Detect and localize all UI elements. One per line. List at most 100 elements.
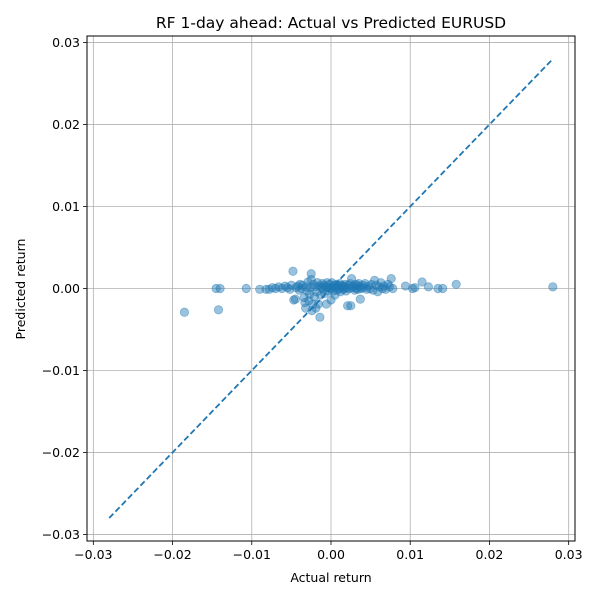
data-point [330, 290, 340, 300]
data-point [407, 283, 418, 294]
data-point [368, 285, 378, 295]
x-tick-label: 0.01 [396, 547, 424, 562]
y-tick-label: −0.03 [42, 527, 80, 542]
data-point [350, 285, 360, 295]
data-point [264, 284, 274, 294]
data-point [363, 281, 373, 291]
data-point [410, 283, 420, 293]
data-point [285, 284, 295, 294]
data-point [303, 277, 313, 287]
grid-lines [87, 36, 575, 541]
data-point [286, 280, 296, 290]
chart-title: RF 1-day ahead: Actual vs Predicted EURU… [156, 14, 506, 32]
data-point [320, 288, 330, 299]
data-point [291, 283, 301, 293]
data-point [306, 269, 316, 279]
data-point [355, 294, 365, 304]
data-point [310, 282, 320, 292]
data-point [344, 283, 354, 294]
reference-line-group [108, 58, 554, 519]
x-tick-label: 0.00 [317, 547, 345, 562]
data-point [346, 274, 357, 284]
data-point [325, 283, 335, 294]
data-point [335, 278, 345, 289]
data-point [327, 282, 338, 292]
data-point [308, 279, 319, 290]
data-point [438, 283, 448, 294]
data-point [317, 278, 327, 289]
data-point [274, 282, 284, 292]
data-point [280, 281, 290, 291]
data-point [331, 279, 342, 290]
data-point [314, 281, 324, 291]
data-point [433, 283, 443, 294]
data-point [300, 297, 310, 308]
data-point [324, 286, 334, 296]
data-point [215, 283, 225, 294]
data-point [328, 286, 338, 296]
data-point [255, 284, 265, 294]
data-point [451, 279, 461, 290]
data-point [293, 281, 303, 291]
y-tick-label: 0.00 [52, 281, 80, 296]
data-point [304, 296, 314, 306]
y-tick-label: −0.02 [42, 445, 80, 460]
data-points [179, 266, 558, 322]
data-point [350, 279, 361, 290]
data-point [312, 287, 322, 297]
data-point [358, 280, 368, 290]
data-point [305, 289, 315, 299]
data-point [332, 285, 342, 295]
data-point [354, 278, 364, 289]
data-point [346, 301, 356, 311]
data-point [548, 282, 558, 292]
x-axis-label: Actual return [290, 570, 371, 585]
data-point [383, 279, 393, 290]
data-point [369, 275, 380, 285]
data-point [417, 277, 427, 287]
y-axis-ticks: −0.03 −0.02 −0.01 0.00 0.01 0.02 0.03 [42, 35, 87, 542]
data-point [261, 284, 271, 294]
data-point [347, 283, 357, 293]
data-point [301, 282, 312, 292]
data-point [337, 280, 347, 290]
data-point [277, 283, 287, 294]
y-tick-label: 0.02 [52, 117, 80, 132]
data-point [352, 280, 362, 290]
data-point [377, 283, 388, 294]
data-point [312, 278, 323, 288]
data-point [316, 290, 326, 300]
data-point [374, 282, 384, 292]
data-point [351, 283, 361, 294]
data-point [289, 295, 299, 305]
data-point [366, 279, 377, 290]
data-point [400, 281, 411, 291]
data-point [423, 282, 434, 292]
x-tick-label: −0.01 [233, 547, 271, 562]
data-point [320, 282, 331, 292]
data-point [385, 282, 395, 292]
data-point [299, 292, 309, 303]
data-point [339, 281, 349, 291]
data-point [322, 278, 332, 288]
data-point [301, 303, 311, 313]
data-point [381, 284, 391, 294]
data-point [362, 284, 372, 294]
data-point [354, 282, 365, 292]
data-point [309, 292, 319, 302]
data-point [365, 283, 375, 294]
y-axis-label: Predicted return [13, 239, 28, 340]
data-point [315, 312, 325, 322]
data-point [348, 281, 358, 291]
x-axis-ticks: −0.03 −0.02 −0.01 0.00 0.01 0.02 0.03 [74, 541, 583, 562]
data-point [376, 278, 386, 288]
data-point [341, 286, 351, 296]
data-point [326, 295, 336, 305]
data-point [324, 279, 335, 290]
data-point [353, 284, 363, 294]
data-point [308, 299, 318, 309]
data-point [342, 283, 352, 293]
y-tick-label: 0.03 [52, 35, 80, 50]
data-point [313, 299, 323, 309]
data-point [288, 266, 298, 276]
